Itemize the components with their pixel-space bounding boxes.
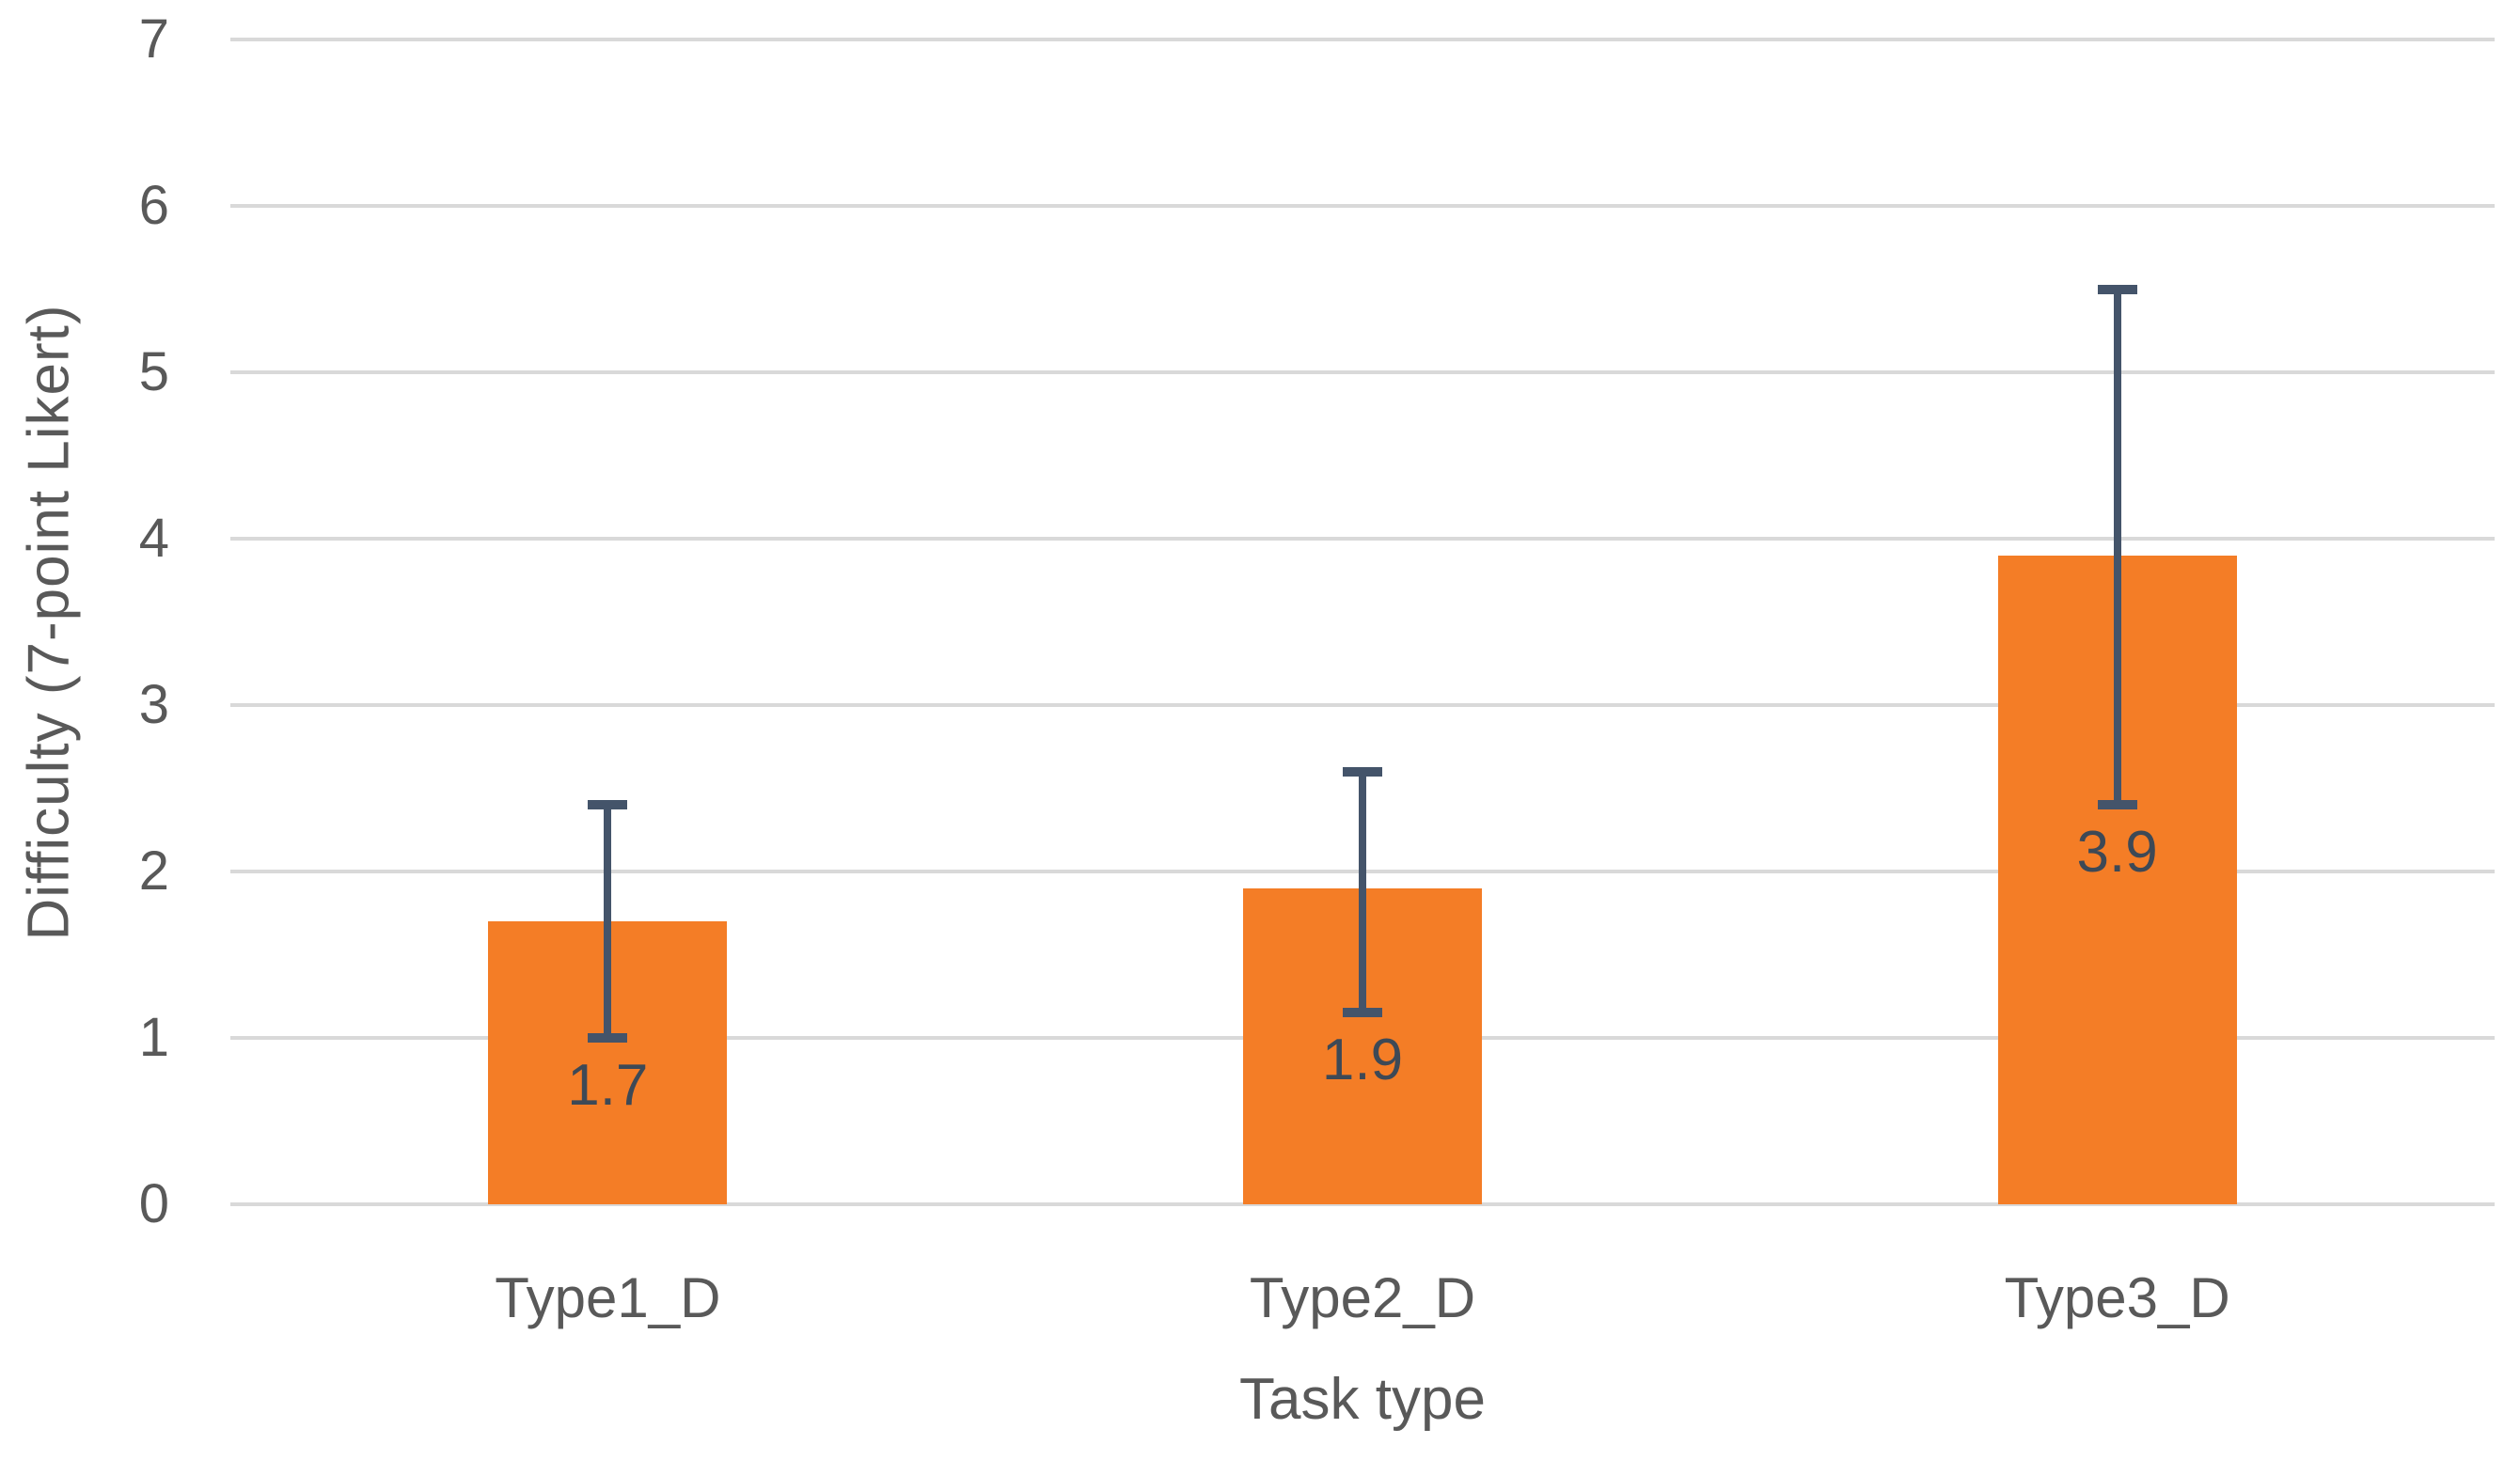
y-tick-label: 4: [138, 508, 169, 569]
y-tick-label: 5: [138, 341, 169, 402]
error-bar-cap-top: [588, 800, 628, 810]
error-bar-line: [1359, 771, 1366, 1013]
error-bar-line: [604, 805, 612, 1038]
gridline: [230, 370, 2495, 374]
error-bar-line: [2113, 289, 2121, 806]
gridline: [230, 537, 2495, 541]
error-bar-cap-top: [2097, 284, 2137, 294]
y-tick-label: 0: [138, 1173, 169, 1234]
plot-area: 1.7 1.9 3.9: [230, 38, 2495, 1206]
data-label: 3.9: [2076, 820, 2158, 886]
x-axis-title: Task type: [1239, 1367, 1486, 1432]
x-tick-label: Type1_D: [495, 1266, 721, 1329]
gridline: [230, 1202, 2495, 1206]
error-bar-cap-top: [1343, 766, 1382, 777]
x-tick-label: Type2_D: [1249, 1266, 1476, 1329]
gridline: [230, 38, 2495, 41]
y-tick-label: 3: [138, 674, 169, 735]
y-tick-label: 7: [138, 8, 169, 70]
y-tick-label: 2: [138, 840, 169, 902]
error-bar-cap-bottom: [1343, 1008, 1382, 1018]
error-bar-cap-bottom: [2097, 800, 2137, 810]
data-label: 1.9: [1321, 1028, 1404, 1093]
data-label: 1.7: [567, 1053, 649, 1118]
gridline: [230, 204, 2495, 208]
gridline: [230, 703, 2495, 707]
x-tick-label: Type3_D: [2004, 1266, 2230, 1329]
y-tick-label: 6: [138, 175, 169, 236]
y-tick-label: 1: [138, 1007, 169, 1068]
error-bar-cap-bottom: [588, 1033, 628, 1043]
